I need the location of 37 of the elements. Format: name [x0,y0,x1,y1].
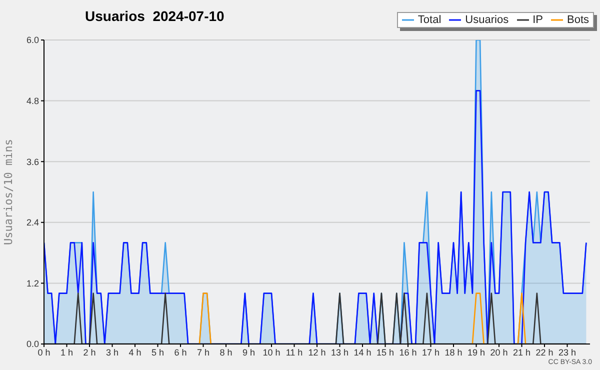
y-tick-label: 3.6 [26,156,39,167]
x-tick-label: 21 h [512,347,531,358]
x-tick-label: 16 h [399,347,417,358]
x-tick-label: 7 h [196,347,210,358]
y-tick-label: 0.0 [26,339,39,350]
x-tick-label: 17 h [422,347,440,358]
x-tick-label: 22 h [536,347,554,358]
x-tick-label: 6 h [174,347,187,358]
y-tick-label: 6.0 [26,35,39,46]
x-tick-label: 9 h [242,347,256,358]
chart-title: Usuarios 2024-07-10 [85,8,224,24]
x-tick-label: 12 h [308,347,326,358]
x-tick-label: 19 h [467,347,486,358]
x-tick-label: 11 h [286,347,303,358]
y-axis-title: Usuarios/10 mins [2,139,15,245]
x-tick-label: 15 h [376,347,394,358]
x-tick-label: 18 h [444,347,462,358]
x-tick-label: 5 h [151,347,164,358]
y-tick-label: 1.2 [26,278,39,288]
x-tick-label: 8 h [220,347,232,358]
x-tick-label: 4 h [128,347,142,358]
x-tick-label: 2 h [83,347,96,358]
x-tick-label: 3 h [106,347,119,358]
x-tick-label: 14 h [354,347,372,358]
x-tick-label: 0 h [38,347,50,358]
x-tick-label: 10 h [262,347,280,358]
x-tick-label: 13 h [330,347,349,358]
legend-label: Bots [566,13,589,27]
legend-label: Usuarios [464,13,509,27]
line-series [44,90,587,344]
y-tick-label: 2.4 [26,218,39,228]
legend-label: IP [532,13,543,27]
legend-label: Total [416,13,442,27]
x-tick-label: 20 h [490,347,508,358]
x-tick-label: 1 h [60,347,74,358]
y-tick-label: 4.8 [26,96,39,106]
x-tick-label: 23 h [558,347,576,358]
